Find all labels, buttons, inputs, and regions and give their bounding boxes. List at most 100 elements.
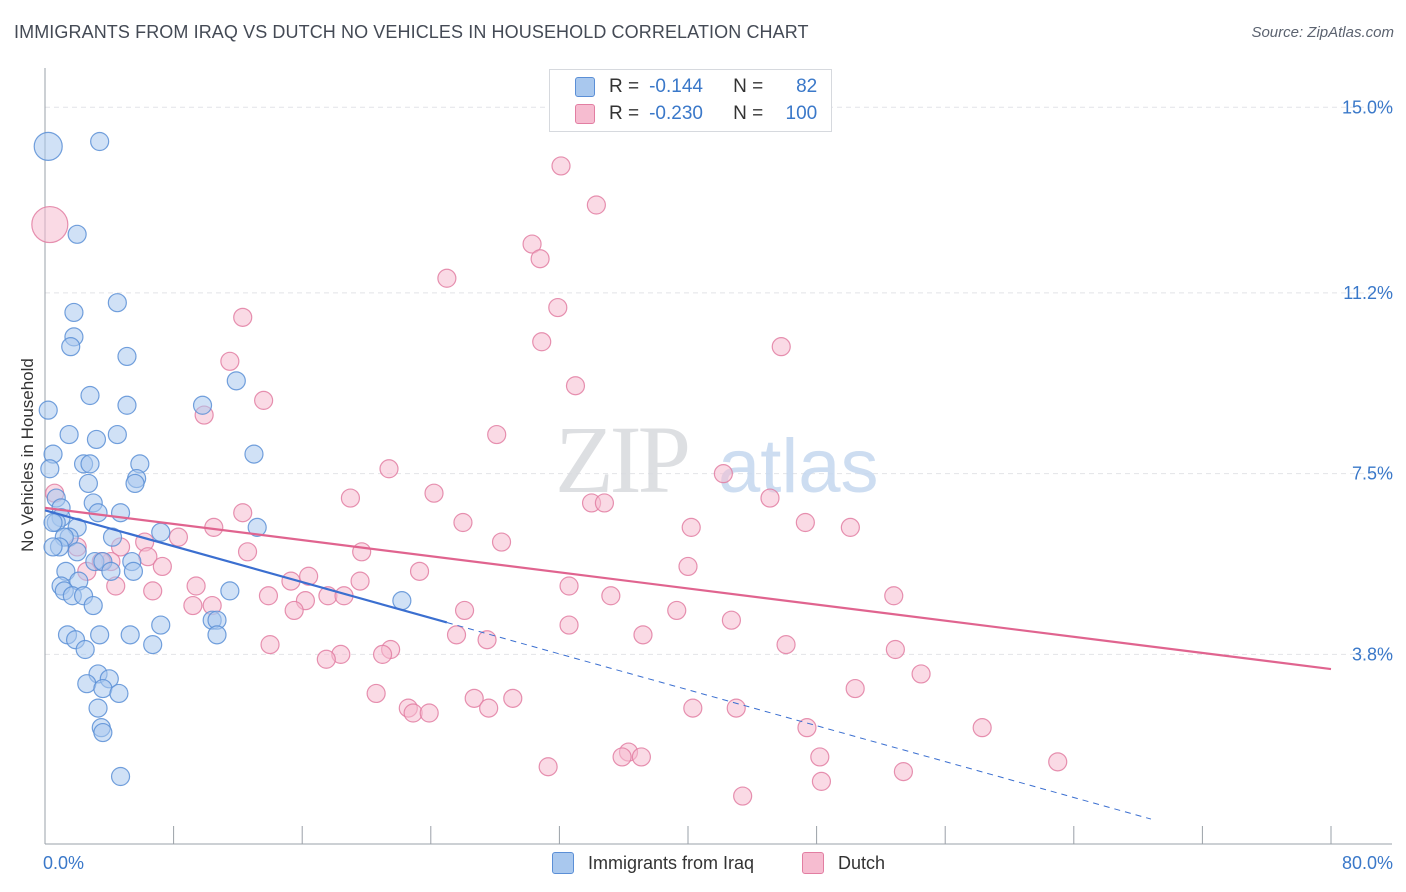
legend-row-dutch: R = -0.230 N = 100 [575,102,817,126]
legend-r-label: R = [609,76,640,97]
iraq-point [107,424,127,445]
legend-r-label: R = [609,103,640,124]
bottom-legend-dutch: Dutch [802,852,885,874]
dutch-point [594,493,615,513]
dutch-point [186,576,206,596]
dutch-point [479,698,499,718]
iraq-point [117,395,137,415]
dutch-point [522,234,542,254]
iraq-point [80,454,100,474]
dutch-point [220,351,240,371]
iraq-point [33,131,63,161]
dutch-point [538,757,558,777]
legend-n-label: N = [733,103,764,124]
iraq-point [151,615,171,635]
dutch-point [683,698,703,718]
iraq-point [80,385,100,406]
bottom-legend-label-dutch: Dutch [838,852,886,873]
iraq-point [244,444,264,464]
iraq-point [86,429,107,450]
dutch-trend-line [44,506,1332,671]
dutch-point [487,424,507,445]
dutch-point [477,630,497,650]
dutch-point [254,390,274,410]
dutch-point [464,688,484,708]
dutch-point [453,512,473,533]
dutch-point [372,644,393,664]
dutch-point [559,576,579,596]
iraq-point [88,698,108,718]
dutch-point [713,464,733,484]
dutch-point [771,337,791,357]
dutch-point [152,556,172,577]
iraq-point [125,473,145,494]
iraq-point [110,766,131,787]
dutch-point [797,718,817,738]
iraq-point [109,683,129,704]
legend-r-value: -0.144 [649,76,703,97]
dutch-point [419,703,439,723]
dutch-point [183,595,203,616]
dutch-point [810,747,830,767]
iraq-point [101,561,121,581]
iraq-point [93,722,113,743]
dutch-point [366,683,386,704]
grid-lines [45,106,1392,655]
dutch-point [532,332,552,352]
y-tick-label: 3.8% [1352,644,1393,664]
y-tick-label: 7.5% [1352,464,1393,484]
legend-r-value: -0.230 [649,103,703,124]
source-label: Source: ZipAtlas.com [1251,24,1394,41]
dutch-point [760,488,780,508]
dutch-point [350,571,370,591]
iraq-point [40,459,60,479]
dutch-point [379,459,399,479]
dutch-point [409,561,430,581]
iraq-point [123,561,144,581]
iraq-point [90,131,110,152]
iraq-point [151,522,171,542]
dutch-point [316,649,336,669]
dutch-point [733,786,753,806]
iraq-point [59,424,79,445]
iraq-point [392,591,412,611]
dutch-point [795,512,815,533]
dutch-point [559,615,579,635]
dutch-point [352,542,372,562]
x-tick-label: 80.0% [1342,853,1393,873]
trend-lines [44,506,1332,820]
dutch-point [633,625,653,645]
iraq-point [43,512,63,533]
bottom-legend: Immigrants from Iraq Dutch [0,852,1406,878]
iraq-point [192,395,213,415]
dutch-point [885,639,905,660]
watermark-zip: ZIP [555,406,688,513]
watermark: ZIP atlas [555,406,879,513]
dutch-point [721,610,742,630]
dutch-point [845,678,865,699]
iraq-point [67,224,87,244]
iraq-point [61,337,81,357]
dutch-point [612,747,632,767]
dutch-point [586,195,606,215]
tick-labels: 3.8% 7.5% 11.2% 15.0% 0.0% 80.0% [43,97,1393,873]
dutch-point [565,376,586,396]
dutch-point [884,586,904,606]
dutch-point [424,483,444,503]
dutch-point [260,635,280,655]
dutch-point [31,205,69,244]
iraq-point [75,639,95,660]
iraq-point [247,517,267,537]
dutch-point [631,747,651,767]
iraq-point [226,371,246,391]
dutch-point [258,586,279,606]
x-tick-label: 0.0% [43,853,84,873]
dutch-point [446,625,467,645]
bottom-legend-swatch-iraq [552,852,574,874]
y-tick-label: 15.0% [1342,97,1393,117]
dutch-point [168,527,189,547]
watermark-atlas: atlas [718,424,879,509]
dutch-point [491,532,512,552]
legend-n-label: N = [733,76,764,97]
